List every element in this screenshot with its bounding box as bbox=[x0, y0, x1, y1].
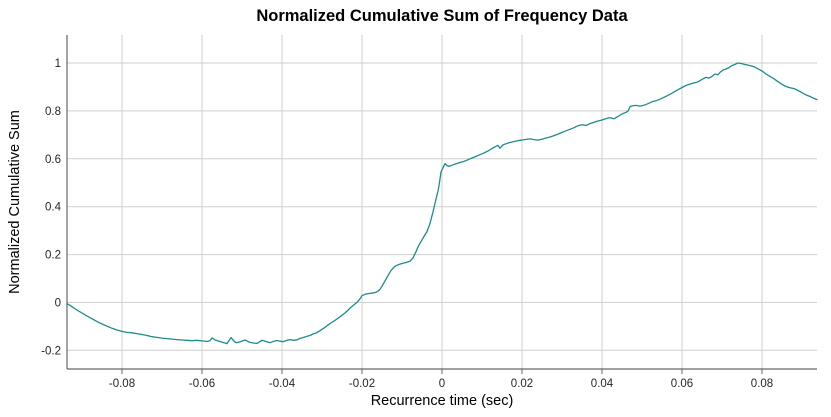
x-tick-label: -0.02 bbox=[349, 378, 375, 390]
y-tick-label: 0.6 bbox=[45, 154, 61, 166]
chart-title: Normalized Cumulative Sum of Frequency D… bbox=[256, 7, 628, 25]
x-tick-label: -0.06 bbox=[189, 378, 215, 390]
x-axis-label: Recurrence time (sec) bbox=[370, 393, 514, 409]
x-tick-label: 0.08 bbox=[751, 378, 773, 390]
cumulative-sum-line bbox=[66, 62, 818, 345]
x-tick-label: 0.04 bbox=[591, 378, 614, 390]
x-tick-label: 0.06 bbox=[671, 378, 693, 390]
y-axis-label: Normalized Cumulative Sum bbox=[7, 110, 23, 294]
x-tick-label: -0.08 bbox=[109, 378, 135, 390]
y-tick-label: 0 bbox=[55, 297, 61, 309]
x-tick-label: -0.04 bbox=[269, 378, 296, 390]
x-tick-label: 0.02 bbox=[511, 378, 533, 390]
y-tick-label: 0.4 bbox=[45, 202, 62, 214]
y-tick-label: 0.2 bbox=[45, 250, 61, 262]
y-tick-label: -0.2 bbox=[41, 345, 61, 357]
y-tick-label: 0.8 bbox=[45, 106, 61, 118]
x-tick-label: 0 bbox=[439, 378, 445, 390]
y-tick-label: 1 bbox=[55, 58, 61, 70]
